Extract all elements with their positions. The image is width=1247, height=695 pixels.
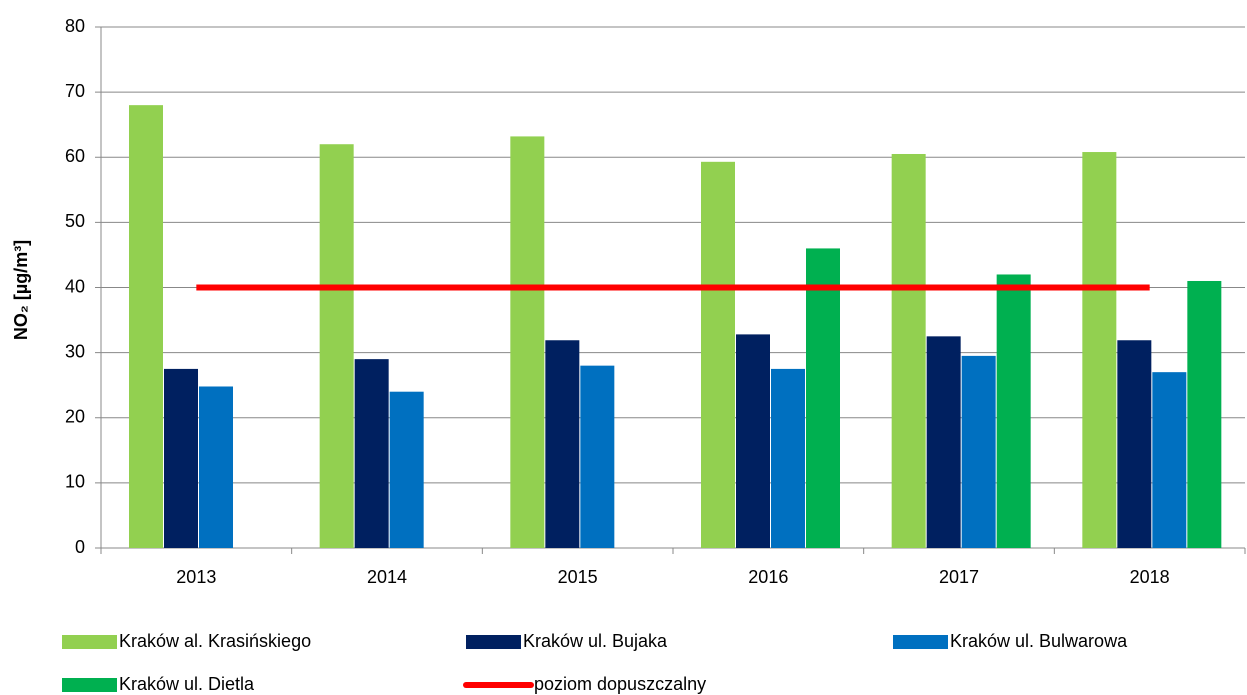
bar [164,368,198,548]
legend-label: Kraków ul. Bulwarowa [950,631,1128,651]
bar [1187,280,1222,548]
y-tick-label: 70 [65,81,85,101]
legend-swatch [62,635,117,649]
y-tick-label: 40 [65,276,85,296]
bar [354,359,389,548]
bar [319,144,354,548]
bar [996,274,1031,548]
y-tick-label: 20 [65,407,85,427]
bar [1117,340,1152,548]
legend-label: poziom dopuszczalny [534,674,706,694]
x-tick-label: 2016 [748,567,788,587]
bar [1082,152,1117,549]
legend-label: Kraków ul. Dietla [119,674,255,694]
bar [129,105,163,549]
legend-swatch [893,635,948,649]
y-tick-label: 0 [75,537,85,557]
legend-label: Kraków al. Krasińskiego [119,631,311,651]
bar [961,355,996,548]
x-tick-label: 2013 [176,567,216,587]
bar [806,248,840,549]
legend-label: Kraków ul. Bujaka [523,631,668,651]
x-tick-label: 2017 [939,567,979,587]
bar [1152,372,1187,548]
bar [771,368,805,548]
bar [580,365,615,548]
bar [389,391,424,548]
y-tick-label: 50 [65,211,85,231]
legend-swatch [466,635,521,649]
legend-swatch [62,678,117,692]
y-axis-label: NO₂ [µg/m³] [11,240,31,340]
x-tick-label: 2015 [558,567,598,587]
bar [510,136,545,548]
bar [891,153,926,548]
bar [545,340,580,548]
y-tick-label: 60 [65,146,85,166]
x-tick-label: 2018 [1130,567,1170,587]
bar [926,336,961,548]
y-tick-label: 80 [65,16,85,36]
bar [736,334,770,548]
x-tick-label: 2014 [367,567,407,587]
bar [199,386,233,548]
y-tick-label: 30 [65,341,85,361]
y-tick-label: 10 [65,472,85,492]
bar [701,161,735,548]
